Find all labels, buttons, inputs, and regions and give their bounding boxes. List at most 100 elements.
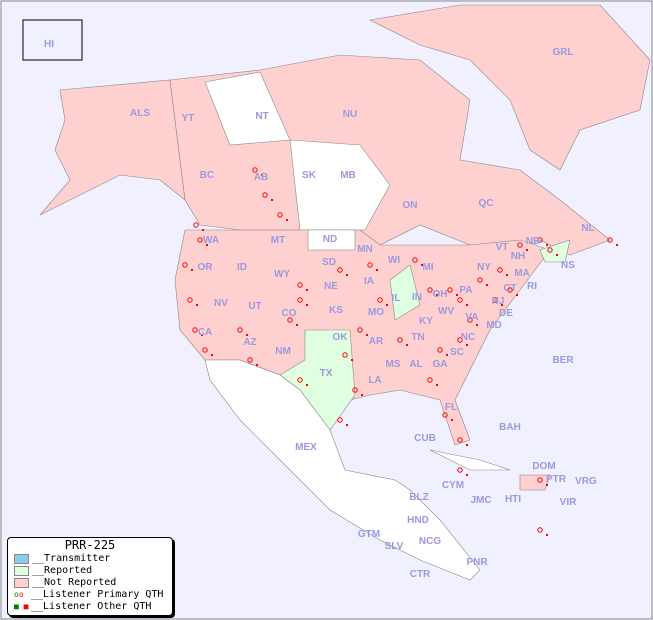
region-label-sc: SC [450, 347, 464, 358]
listener-primary-qth [297, 282, 303, 288]
listener-other-qth [546, 534, 548, 536]
listener-other-qth [446, 354, 448, 356]
region-ns [539, 239, 571, 263]
region-label-hi: HI [44, 39, 54, 50]
region-label-ok: OK [333, 332, 349, 343]
listener-primary-qth [517, 242, 523, 248]
region-label-cub: CUB [414, 433, 436, 444]
region-label-de: DE [499, 308, 513, 319]
region-nd [307, 229, 356, 251]
legend-label: __Listener Primary QTH [31, 589, 164, 600]
listener-primary-qth [367, 262, 373, 268]
listener-primary-qth [537, 527, 543, 533]
region-label-ky: KY [419, 316, 433, 327]
listener-other-qth [436, 384, 438, 386]
listener-other-qth [456, 294, 458, 296]
region-label-nt: NT [255, 111, 268, 122]
region-label-ks: KS [329, 305, 343, 316]
listener-primary-qth [342, 352, 348, 358]
listener-other-qth [546, 244, 548, 246]
region-label-md: MD [486, 320, 502, 331]
region-label-wy: WY [274, 269, 290, 280]
listener-other-qth [191, 269, 193, 271]
region-label-wa: WA [203, 235, 219, 246]
listener-primary-qth [412, 257, 418, 263]
region-label-mb: MB [340, 170, 356, 181]
listener-other-qth [476, 324, 478, 326]
region-label-ctr: CTR [410, 569, 431, 580]
listener-primary-qth [437, 347, 443, 353]
listener-other-qth [206, 244, 208, 246]
listener-primary-qth [277, 212, 283, 218]
legend-title: PRR-225 [64, 538, 116, 552]
legend-item-reported: __Reported [8, 565, 172, 577]
listener-primary-qth [182, 262, 188, 268]
region-label-nd: ND [323, 234, 337, 245]
listener-primary-qth [457, 467, 463, 473]
region-label-vrg: VRG [575, 476, 597, 487]
listener-other-qth [466, 444, 468, 446]
listener-primary-qth [287, 317, 293, 323]
region-label-sk: SK [302, 170, 317, 181]
listener-primary-qth [352, 387, 358, 393]
listener-primary-qth [187, 297, 193, 303]
listener-other-qth [451, 419, 453, 421]
region-label-cym: CYM [442, 480, 464, 491]
listener-other-qth [296, 324, 298, 326]
region-label-ne: NE [324, 281, 338, 292]
listener-other-qth [256, 364, 258, 366]
listener-primary-qth [197, 237, 203, 243]
listener-other-qth [202, 229, 204, 231]
listener-other-qth [466, 474, 468, 476]
region-label-ncg: NCG [419, 536, 441, 547]
listener-primary-qth [252, 167, 258, 173]
region-label-ber: BER [552, 355, 574, 366]
region-label-vt: VT [496, 242, 509, 253]
legend-label: __Reported [32, 565, 93, 576]
region-label-in: IN [412, 292, 422, 303]
legend-item-transmitter: __Transmitter [8, 553, 172, 565]
region-label-il: IL [392, 293, 401, 304]
not-reported-swatch [14, 578, 29, 588]
listener-other-qth [466, 344, 468, 346]
region-label-mn: MN [357, 244, 373, 255]
listener-other-qth [346, 274, 348, 276]
listener-primary-qth [357, 327, 363, 333]
legend-item-not-reported: __Not Reported [8, 577, 172, 589]
region-label-sd: SD [322, 257, 336, 268]
region-label-ns: NS [561, 260, 575, 271]
region-label-la: LA [368, 375, 381, 386]
region-label-nb: NB [526, 236, 540, 247]
listener-primary-qth [497, 267, 503, 273]
listener-primary-qth [547, 247, 553, 253]
listener-other-qth [306, 304, 308, 306]
listener-primary-qth [297, 297, 303, 303]
listener-other-qth [361, 394, 363, 396]
listener-primary-qth [457, 337, 463, 343]
region-label-nc: NC [461, 332, 475, 343]
listener-primary-qth [202, 347, 208, 353]
region-cuba [429, 449, 511, 471]
listener-other-qth [306, 289, 308, 291]
region-label-nj: NJ [492, 296, 505, 307]
region-label-ab: AB [254, 172, 268, 183]
listener-other-qth [201, 334, 203, 336]
legend-label: __Not Reported [32, 577, 117, 588]
region-label-wv: WV [438, 306, 454, 317]
region-mi-in [389, 264, 421, 321]
listener-primary-qth [507, 287, 513, 293]
region-label-al: AL [409, 359, 422, 370]
listener-other-qth [546, 484, 548, 486]
region-label-pnr: PNR [466, 557, 488, 568]
open-circle-icon: oo [14, 590, 24, 599]
region-label-wi: WI [388, 255, 400, 266]
region-label-ri: RI [527, 281, 537, 292]
listener-primary-qth [457, 437, 463, 443]
listener-other-qth [286, 219, 288, 221]
listener-primary-qth [397, 337, 403, 343]
region-label-pa: PA [459, 285, 472, 296]
listener-primary-qth [607, 237, 613, 243]
legend-item-primary-qth: oo __Listener Primary QTH [8, 589, 172, 601]
